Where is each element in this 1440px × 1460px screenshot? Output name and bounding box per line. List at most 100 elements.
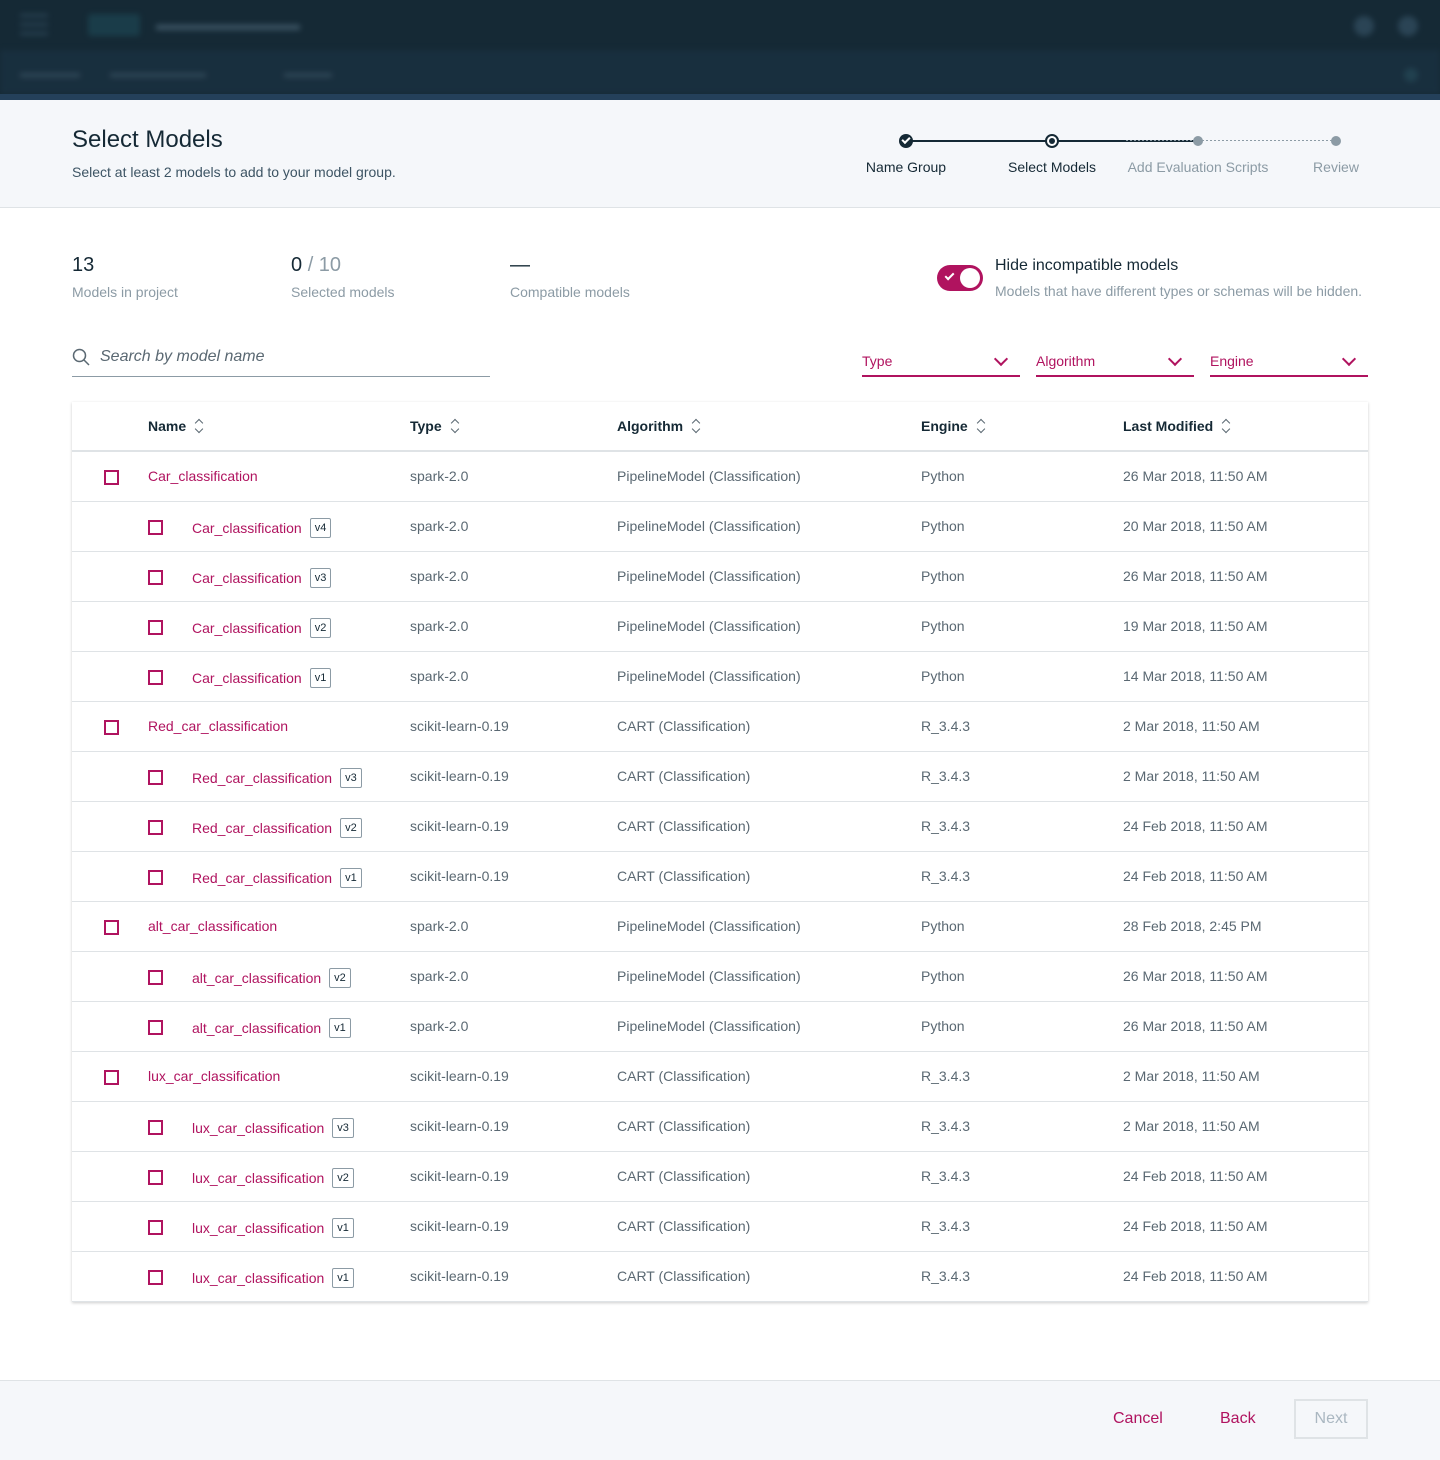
row-checkbox[interactable] — [148, 1270, 163, 1285]
cell-algorithm: PipelineModel (Classification) — [617, 968, 801, 984]
version-tag: v3 — [309, 568, 332, 588]
sort-icon — [450, 418, 460, 434]
hide-incompatible-toggle[interactable] — [937, 265, 983, 291]
model-name-link[interactable]: lux_car_classification v1 — [192, 1268, 354, 1288]
version-tag: v2 — [309, 618, 332, 638]
model-name-link[interactable]: Car_classification v4 — [192, 518, 332, 538]
cell-algorithm: PipelineModel (Classification) — [617, 918, 801, 934]
cell-last-modified: 14 Mar 2018, 11:50 AM — [1123, 668, 1268, 684]
cell-last-modified: 24 Feb 2018, 11:50 AM — [1123, 818, 1268, 834]
cancel-button[interactable]: Cancel — [1113, 1410, 1163, 1427]
selected-models-total: / 10 — [307, 254, 342, 276]
cell-type: scikit-learn-0.19 — [410, 1268, 509, 1284]
model-name: Car_classification — [192, 670, 302, 686]
cell-last-modified: 24 Feb 2018, 11:50 AM — [1123, 1168, 1268, 1184]
column-header-engine[interactable]: Engine — [921, 418, 986, 434]
version-tag: v2 — [332, 1168, 354, 1188]
model-name-link[interactable]: Car_classification v1 — [192, 668, 332, 688]
row-checkbox[interactable] — [148, 970, 163, 985]
model-name: lux_car_classification — [192, 1170, 325, 1186]
cell-engine: Python — [921, 468, 965, 484]
step-name-group[interactable]: Name Group — [865, 159, 947, 175]
row-checkbox[interactable] — [148, 670, 163, 685]
algorithm-filter-label: Algorithm — [1036, 353, 1096, 369]
column-header-type[interactable]: Type — [410, 418, 460, 434]
table-row-version: Car_classification v4 spark-2.0 PipelineMod… — [72, 502, 1368, 552]
column-header-algorithm[interactable]: Algorithm — [617, 418, 701, 434]
model-name-link[interactable]: alt_car_classification v2 — [192, 968, 351, 988]
row-checkbox[interactable] — [148, 870, 163, 885]
row-checkbox[interactable] — [148, 520, 163, 535]
back-button[interactable]: Back — [1220, 1410, 1256, 1427]
model-name-link[interactable]: lux_car_classification v1 — [192, 1218, 354, 1238]
engine-filter-dropdown[interactable]: Engine — [1210, 348, 1368, 377]
table-row-model: Car_classification spark-2.0 PipelineModel… — [72, 452, 1368, 502]
table-row-version: Red_car_classification v1 scikit-learn-0.1… — [72, 852, 1368, 902]
row-checkbox[interactable] — [104, 470, 119, 485]
version-tag: v1 — [332, 1218, 354, 1238]
row-checkbox[interactable] — [104, 1070, 119, 1085]
row-checkbox[interactable] — [148, 1220, 163, 1235]
cell-last-modified: 19 Mar 2018, 11:50 AM — [1123, 618, 1268, 634]
model-name-link[interactable]: Red_car_classification — [148, 718, 288, 734]
column-header-name-label: Name — [148, 418, 187, 434]
row-checkbox[interactable] — [148, 770, 163, 785]
cell-last-modified: 24 Feb 2018, 11:50 AM — [1123, 1218, 1268, 1234]
type-filter-label: Type — [862, 353, 893, 369]
wizard-footer: Cancel Back Next — [0, 1380, 1440, 1460]
model-name-link[interactable]: Red_car_classification v2 — [192, 818, 362, 838]
row-checkbox[interactable] — [104, 920, 119, 935]
models-in-project-label: Models in project — [72, 284, 178, 300]
column-header-algorithm-label: Algorithm — [617, 418, 684, 434]
model-name-link[interactable]: lux_car_classification v2 — [192, 1168, 354, 1188]
row-checkbox[interactable] — [148, 820, 163, 835]
version-tag: v1 — [340, 868, 362, 888]
model-name: alt_car_classification — [148, 918, 278, 934]
model-name-link[interactable]: Red_car_classification v3 — [192, 768, 362, 788]
column-header-last-modified[interactable]: Last Modified — [1123, 418, 1231, 434]
model-name-link[interactable]: Car_classification v2 — [192, 618, 332, 638]
selected-models-label: Selected models — [291, 284, 395, 300]
row-checkbox[interactable] — [148, 620, 163, 635]
model-name: alt_car_classification — [192, 1020, 322, 1036]
model-name-link[interactable]: Red_car_classification v1 — [192, 868, 362, 888]
model-name-link[interactable]: lux_car_classification v3 — [192, 1118, 354, 1138]
model-name-link[interactable]: lux_car_classification — [148, 1068, 280, 1084]
row-checkbox[interactable] — [148, 1170, 163, 1185]
table-header: Name Type Algorithm Engine Last Modified — [72, 402, 1368, 452]
table-row-version: lux_car_classification v1 scikit-learn-0.1… — [72, 1252, 1368, 1302]
page-subtitle: Select at least 2 models to add to your … — [72, 164, 396, 180]
column-header-name[interactable]: Name — [148, 418, 204, 434]
row-checkbox[interactable] — [148, 1120, 163, 1135]
help-icon[interactable] — [1404, 68, 1418, 82]
column-header-last-modified-label: Last Modified — [1123, 418, 1214, 434]
table-row-model: alt_car_classification spark-2.0 PipelineM… — [72, 902, 1368, 952]
model-name-link[interactable]: Car_classification — [148, 468, 258, 484]
notification-icon[interactable] — [1354, 16, 1374, 36]
breadcrumb-blurred[interactable]: ▬▬▬▬▬▬▬▬ — [110, 66, 206, 80]
cell-last-modified: 26 Mar 2018, 11:50 AM — [1123, 568, 1268, 584]
hamburger-menu-icon[interactable] — [20, 14, 48, 36]
search-input[interactable] — [100, 344, 480, 370]
cell-engine: R_3.4.3 — [921, 1218, 971, 1234]
cell-algorithm: PipelineModel (Classification) — [617, 468, 801, 484]
model-name-link[interactable]: Car_classification v3 — [192, 568, 332, 588]
next-button[interactable]: Next — [1294, 1399, 1368, 1439]
type-filter-dropdown[interactable]: Type — [862, 348, 1020, 377]
topbar-divider — [0, 94, 1440, 100]
algorithm-filter-dropdown[interactable]: Algorithm — [1036, 348, 1194, 377]
step-add-evaluation-scripts: Add Evaluation Scripts — [1127, 159, 1269, 175]
row-checkbox[interactable] — [148, 570, 163, 585]
cell-type: spark-2.0 — [410, 1018, 469, 1034]
cell-engine: Python — [921, 918, 965, 934]
model-name-link[interactable]: alt_car_classification v1 — [192, 1018, 351, 1038]
cell-last-modified: 2 Mar 2018, 11:50 AM — [1123, 1118, 1260, 1134]
breadcrumb-blurred[interactable]: ▬▬▬▬▬ — [20, 66, 80, 80]
row-checkbox[interactable] — [148, 1020, 163, 1035]
model-name-link[interactable]: alt_car_classification — [148, 918, 277, 934]
user-avatar-icon[interactable] — [1398, 16, 1418, 36]
row-checkbox[interactable] — [104, 720, 119, 735]
cell-engine: R_3.4.3 — [921, 718, 971, 734]
cell-type: spark-2.0 — [410, 468, 469, 484]
breadcrumb-blurred[interactable]: ▬▬▬▬ — [284, 66, 332, 80]
